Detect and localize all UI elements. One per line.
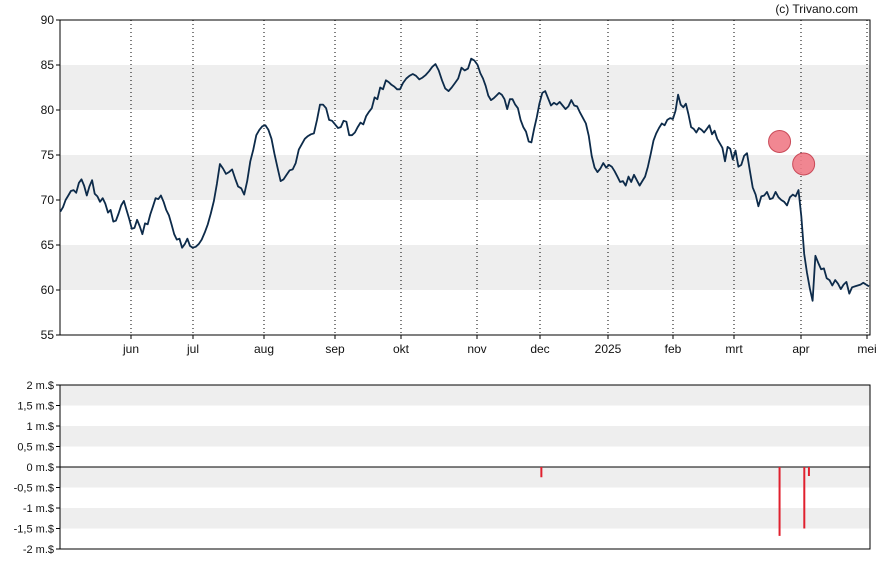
price-band (60, 245, 870, 290)
volume-band (60, 467, 870, 488)
x-tick-label: okt (393, 342, 410, 356)
x-tick-label: nov (467, 342, 486, 356)
volume-band (60, 385, 870, 406)
x-tick-label: mrt (725, 342, 743, 356)
price-band (60, 155, 870, 200)
volume-y-tick-label: -0,5 m.$ (14, 483, 54, 495)
y-tick-label: 60 (41, 283, 55, 297)
volume-band (60, 508, 870, 529)
volume-y-tick-label: 0,5 m.$ (17, 442, 54, 454)
volume-y-tick-label: 1 m.$ (26, 421, 54, 433)
volume-bar (778, 467, 781, 536)
volume-y-tick-label: -1 m.$ (23, 503, 54, 515)
insider-marker (792, 152, 816, 176)
x-tick-label: 2025 (595, 342, 622, 356)
x-tick-label: feb (665, 342, 682, 356)
x-tick-label: dec (530, 342, 549, 356)
volume-y-tick-label: 2 m.$ (26, 380, 54, 392)
x-tick-label: mei (857, 342, 876, 356)
insider-marker (768, 130, 792, 153)
volume-y-axis: -2 m.$ -1,5 m.$ -1 m.$ -0,5 m.$ 0 m.$ 0,5 m.$… (14, 380, 60, 556)
volume-bar (803, 467, 806, 529)
volume-bar (540, 467, 543, 478)
y-tick-label: 80 (41, 103, 55, 117)
price-x-axis: jun jul aug sep okt nov dec 2025 feb mrt apr mei (122, 335, 877, 356)
y-tick-label: 85 (41, 58, 55, 72)
x-tick-label: aug (254, 342, 274, 356)
volume-y-tick-label: 1,5 m.$ (17, 401, 54, 413)
volume-band (60, 426, 870, 447)
x-tick-label: apr (792, 342, 809, 356)
x-tick-label: jul (186, 342, 199, 356)
price-markers (768, 130, 816, 176)
y-tick-label: 55 (41, 328, 55, 342)
y-tick-label: 90 (41, 13, 55, 27)
y-tick-label: 70 (41, 193, 55, 207)
y-tick-label: 75 (41, 148, 55, 162)
x-tick-label: sep (325, 342, 345, 356)
volume-bars (540, 467, 810, 536)
price-band (60, 65, 870, 110)
price-chart-bands (60, 65, 870, 290)
y-tick-label: 65 (41, 238, 55, 252)
price-series-line (59, 57, 870, 302)
volume-y-tick-label: -2 m.$ (23, 544, 54, 556)
price-chart-month-gridlines (130, 20, 868, 335)
x-tick-label: jun (122, 342, 139, 356)
volume-y-tick-label: -1,5 m.$ (14, 524, 54, 536)
volume-y-tick-label: 0 m.$ (26, 462, 54, 474)
volume-bar (807, 467, 810, 477)
price-chart-frame (59, 19, 871, 336)
credit-text: (c) Trivano.com (775, 2, 858, 16)
price-y-axis: 55 60 65 70 75 80 85 90 (41, 13, 60, 342)
volume-chart-bands (60, 385, 870, 529)
